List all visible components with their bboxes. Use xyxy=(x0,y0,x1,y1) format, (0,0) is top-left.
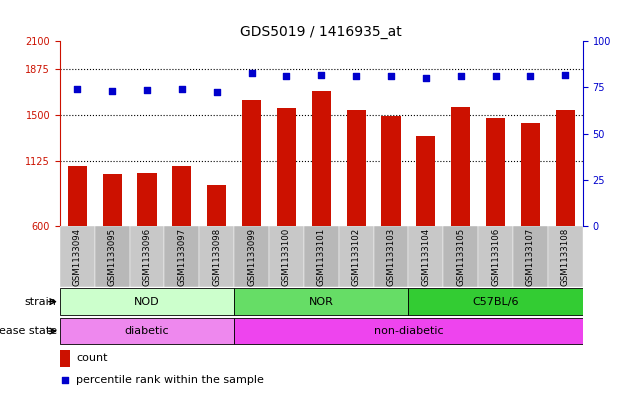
Bar xyxy=(60,350,70,367)
Text: GSM1133102: GSM1133102 xyxy=(352,228,360,286)
Point xyxy=(386,73,396,79)
Text: GSM1133103: GSM1133103 xyxy=(387,228,396,286)
Bar xyxy=(94,226,130,287)
Bar xyxy=(277,108,296,226)
Bar xyxy=(199,226,234,287)
Bar xyxy=(478,226,513,287)
Bar xyxy=(60,226,94,287)
Bar xyxy=(451,107,471,226)
Bar xyxy=(207,185,226,226)
Text: diabetic: diabetic xyxy=(125,326,169,336)
Point xyxy=(560,72,570,78)
Point xyxy=(491,73,501,79)
Text: count: count xyxy=(76,353,108,364)
Bar xyxy=(60,288,234,315)
Text: GSM1133105: GSM1133105 xyxy=(456,228,465,286)
Text: GSM1133099: GSM1133099 xyxy=(247,228,256,286)
Title: GDS5019 / 1416935_at: GDS5019 / 1416935_at xyxy=(241,25,402,39)
Point xyxy=(455,73,466,79)
Text: C57BL/6: C57BL/6 xyxy=(472,297,519,307)
Text: NOR: NOR xyxy=(309,297,334,307)
Point xyxy=(212,89,222,95)
Bar xyxy=(374,226,408,287)
Point xyxy=(351,73,361,79)
Text: GSM1133106: GSM1133106 xyxy=(491,228,500,286)
Bar xyxy=(67,165,87,226)
Bar xyxy=(60,318,234,344)
Point xyxy=(177,86,187,92)
Point xyxy=(142,87,152,94)
Point xyxy=(60,376,70,383)
Text: GSM1133097: GSM1133097 xyxy=(178,228,186,286)
Point xyxy=(421,75,431,81)
Bar xyxy=(312,90,331,226)
Bar xyxy=(381,116,401,226)
Text: GSM1133100: GSM1133100 xyxy=(282,228,291,286)
Bar xyxy=(416,136,435,226)
Bar xyxy=(164,226,199,287)
Bar xyxy=(346,110,366,226)
Point xyxy=(316,72,326,78)
Point xyxy=(107,88,117,94)
Text: percentile rank within the sample: percentile rank within the sample xyxy=(76,375,264,385)
Bar xyxy=(486,118,505,226)
Bar xyxy=(304,226,339,287)
Point xyxy=(525,73,536,79)
Bar xyxy=(339,226,374,287)
Text: GSM1133096: GSM1133096 xyxy=(142,228,151,286)
Bar xyxy=(137,173,157,226)
Text: GSM1133098: GSM1133098 xyxy=(212,228,221,286)
Point xyxy=(246,70,256,76)
Bar xyxy=(234,318,583,344)
Text: GSM1133107: GSM1133107 xyxy=(526,228,535,286)
Text: GSM1133108: GSM1133108 xyxy=(561,228,570,286)
Bar xyxy=(234,226,269,287)
Bar xyxy=(130,226,164,287)
Bar xyxy=(172,165,192,226)
Point xyxy=(72,86,83,92)
Bar xyxy=(234,288,408,315)
Bar xyxy=(556,110,575,226)
Bar xyxy=(408,288,583,315)
Bar xyxy=(548,226,583,287)
Text: GSM1133104: GSM1133104 xyxy=(421,228,430,286)
Text: NOD: NOD xyxy=(134,297,160,307)
Text: disease state: disease state xyxy=(0,326,57,336)
Text: GSM1133095: GSM1133095 xyxy=(108,228,117,286)
Point xyxy=(282,73,292,79)
Text: non-diabetic: non-diabetic xyxy=(374,326,444,336)
Text: GSM1133094: GSM1133094 xyxy=(73,228,82,286)
Bar xyxy=(242,100,261,226)
Text: strain: strain xyxy=(25,297,57,307)
Bar xyxy=(269,226,304,287)
Bar xyxy=(408,226,444,287)
Text: GSM1133101: GSM1133101 xyxy=(317,228,326,286)
Bar xyxy=(513,226,548,287)
Bar xyxy=(444,226,478,287)
Bar xyxy=(521,123,540,226)
Bar xyxy=(103,174,122,226)
